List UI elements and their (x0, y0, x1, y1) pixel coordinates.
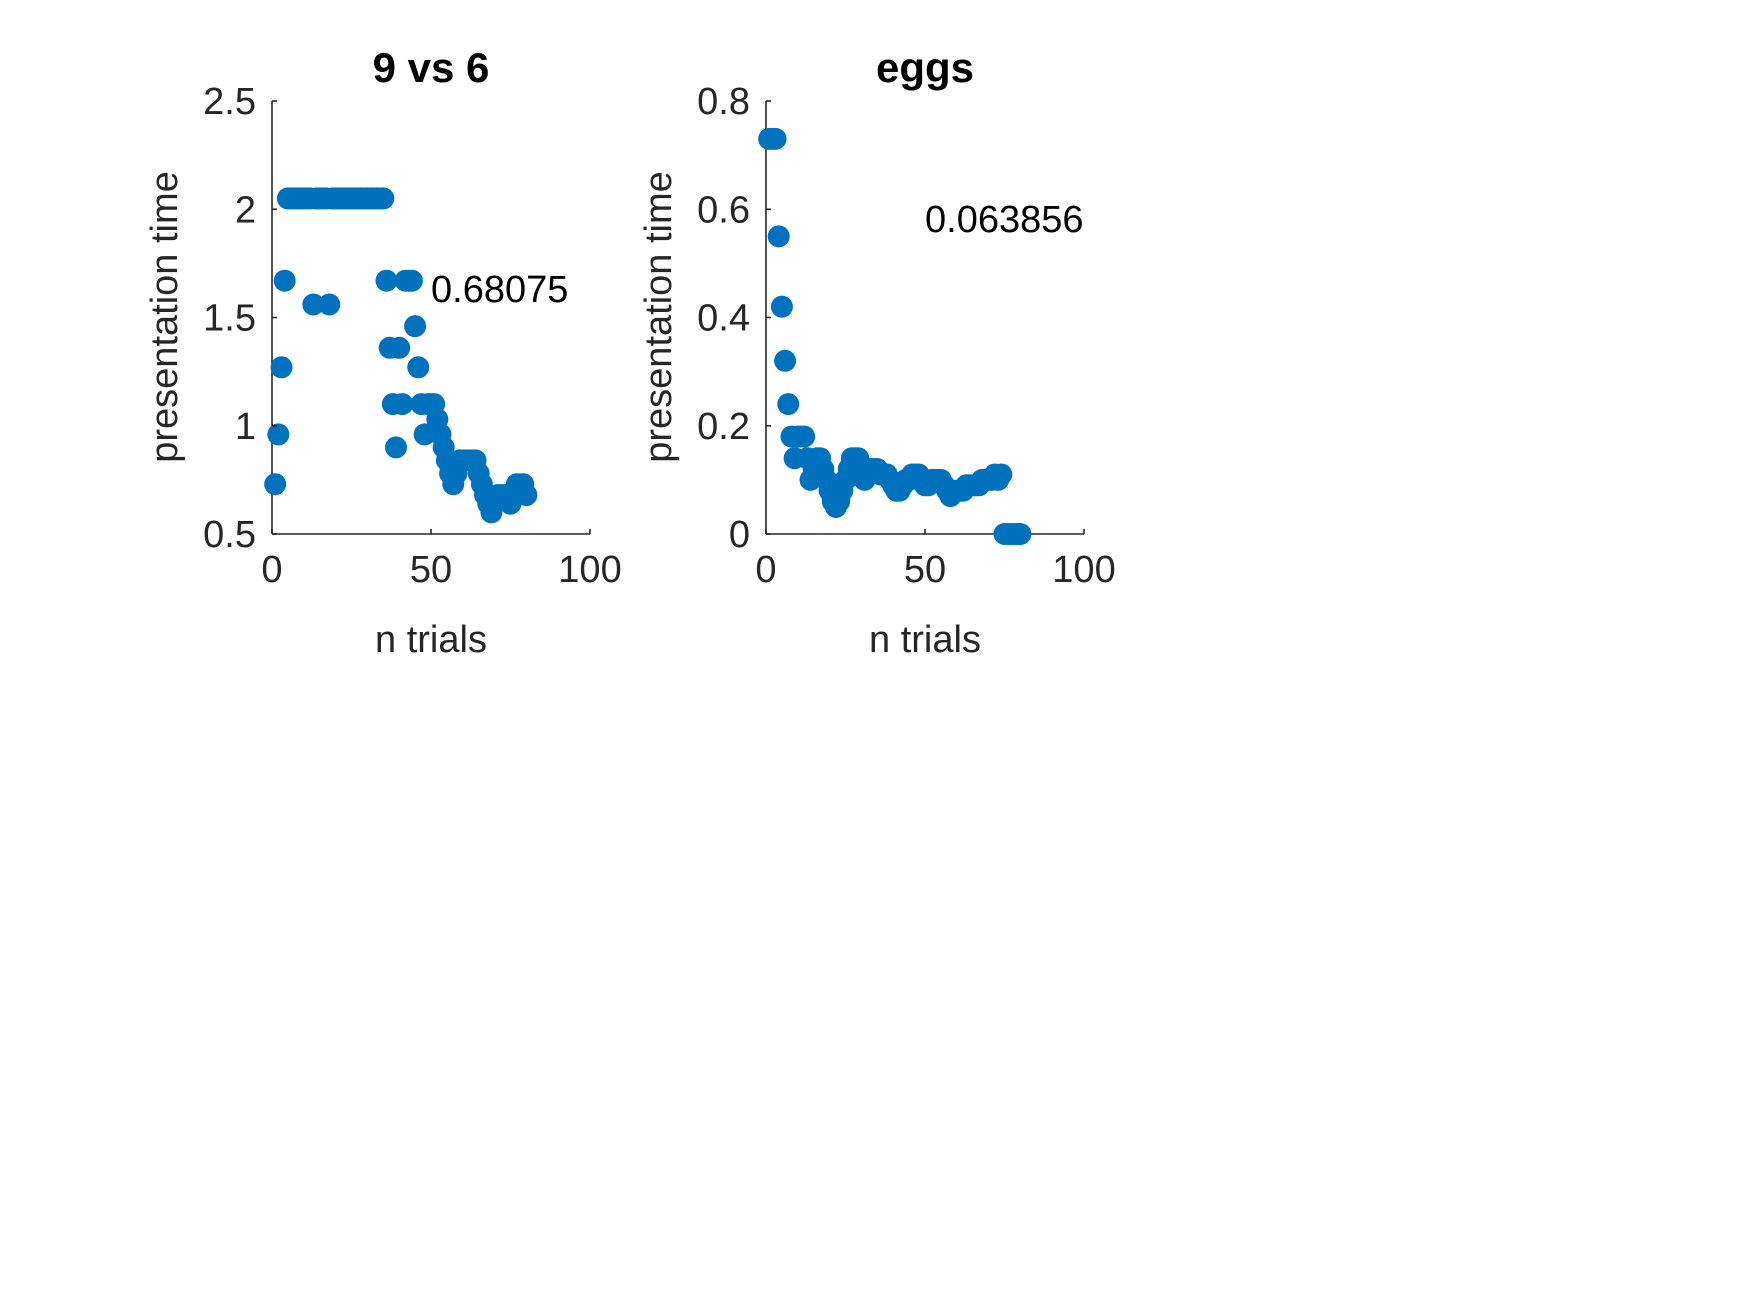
y-tick-label: 0.5 (203, 514, 256, 556)
x-tick-label: 0 (261, 549, 282, 591)
y-tick-label: 0.4 (697, 298, 750, 340)
chart-title: eggs (876, 44, 974, 91)
scatter-point (1009, 523, 1032, 545)
scatter-point (273, 269, 296, 292)
y-tick-label: 0.6 (697, 189, 750, 231)
scatter-point (391, 393, 414, 416)
y-tick-label: 0.8 (697, 81, 750, 123)
scatter-point (407, 356, 430, 379)
chart-annotation: 0.68075 (431, 269, 568, 311)
scatter-point (774, 349, 797, 372)
scatter-point (413, 423, 436, 446)
scatter-point (767, 225, 790, 248)
scatter-point (267, 423, 290, 446)
x-axis-label: n trials (869, 619, 981, 661)
scatter-point (515, 484, 538, 507)
scatter-point (385, 436, 408, 459)
scatter-point (404, 315, 427, 338)
x-tick-group: 0 50 100 (755, 529, 1116, 591)
scatter-point (264, 473, 287, 496)
y-axis-label: presentation time (144, 171, 186, 463)
scatter-point (793, 425, 816, 448)
scatter-point (777, 393, 800, 416)
chart-eggs: eggs 0 50 100 0 0.2 0.4 0.6 0.8 0.063856 n tri… (638, 44, 1116, 661)
x-tick-label: 50 (904, 549, 946, 591)
scatter-markers (758, 127, 1032, 545)
scatter-point (990, 463, 1013, 486)
x-tick-label: 100 (1052, 549, 1115, 591)
scatter-markers (264, 187, 538, 524)
x-tick-label: 0 (755, 549, 776, 591)
x-tick-label: 50 (410, 549, 452, 591)
x-tick-label: 100 (558, 549, 621, 591)
scatter-point (372, 187, 395, 210)
scatter-point (764, 127, 787, 150)
y-tick-label: 2 (235, 189, 256, 231)
scatter-point (388, 336, 411, 359)
y-tick-label: 1.5 (203, 298, 256, 340)
y-tick-label: 0 (729, 514, 750, 556)
x-axis-label: n trials (375, 619, 487, 661)
y-axis-label: presentation time (638, 171, 680, 463)
y-tick-label: 1 (235, 406, 256, 448)
scatter-point (270, 356, 293, 379)
x-tick-group: 0 50 100 (261, 529, 622, 591)
y-tick-label: 0.2 (697, 406, 750, 448)
scatter-point (770, 295, 793, 318)
scatter-point (400, 269, 423, 292)
scatter-point (318, 293, 341, 316)
y-tick-group: 0.5 1 1.5 2 2.5 (203, 81, 277, 556)
y-tick-group: 0 0.2 0.4 0.6 0.8 (697, 81, 771, 556)
y-tick-label: 2.5 (203, 81, 256, 123)
scatter-point (375, 269, 398, 292)
scatter-point (302, 293, 325, 316)
chart-annotation: 0.063856 (925, 199, 1084, 241)
chart-9-vs-6: 9 vs 6 0 50 100 0.5 1 1.5 2 2.5 0.68075 n tria… (144, 44, 622, 661)
chart-title: 9 vs 6 (373, 44, 490, 91)
